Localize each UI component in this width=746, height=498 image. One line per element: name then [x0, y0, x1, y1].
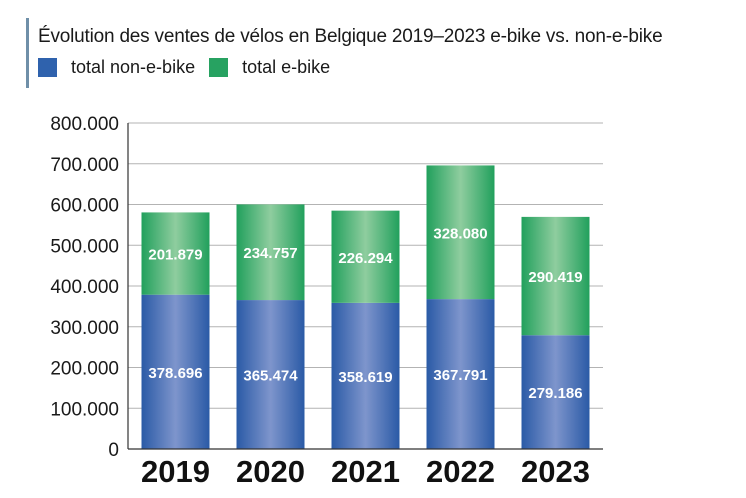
bar-ebike-2023: [521, 216, 590, 336]
legend-swatch-non-ebike: [38, 58, 57, 77]
x-tick-label: 2020: [236, 454, 305, 489]
x-tick-label: 2022: [426, 454, 495, 489]
data-label-ebike-2020: 234.757: [243, 245, 297, 262]
bar-ebike-2019: [141, 212, 210, 295]
x-tick-label: 2023: [521, 454, 590, 489]
data-label-ebike-2021: 226.294: [338, 250, 393, 267]
data-label-non-ebike-2020: 365.474: [243, 368, 298, 385]
y-tick-label: 500.000: [50, 236, 119, 257]
y-tick-label: 0: [108, 440, 119, 461]
bar-non-ebike-2019: [141, 294, 210, 449]
data-label-non-ebike-2023: 279.186: [528, 385, 582, 402]
y-tick-label: 800.000: [50, 114, 119, 135]
y-tick-label: 300.000: [50, 318, 119, 339]
y-tick-label: 600.000: [50, 196, 119, 217]
y-tick-label: 400.000: [50, 277, 119, 298]
data-label-ebike-2022: 328.080: [433, 225, 487, 242]
legend-swatch-ebike: [209, 58, 229, 77]
data-label-non-ebike-2021: 358.619: [338, 369, 392, 386]
bar-ebike-2022: [426, 165, 495, 300]
x-tick-label: 2019: [141, 454, 210, 489]
legend-item-ebike: total e-bike: [209, 57, 330, 78]
bar-non-ebike-2021: [331, 302, 400, 449]
data-label-non-ebike-2022: 367.791: [433, 367, 487, 384]
data-label-ebike-2023: 290.419: [528, 269, 582, 286]
title-accent-bar: [26, 18, 29, 88]
x-tick-label: 2021: [331, 454, 400, 489]
bar-non-ebike-2020: [236, 300, 305, 449]
legend-item-non-ebike: total non-e-bike: [38, 57, 195, 78]
legend: total non-e-bike total e-bike: [38, 57, 344, 78]
bar-ebike-2020: [236, 204, 305, 301]
bar-non-ebike-2022: [426, 299, 495, 449]
data-label-non-ebike-2019: 378.696: [148, 365, 202, 382]
bar-ebike-2021: [331, 210, 400, 303]
legend-label-non-ebike: total non-e-bike: [71, 57, 196, 77]
y-tick-label: 100.000: [50, 399, 119, 420]
chart-title: Évolution des ventes de vélos en Belgiqu…: [38, 26, 663, 47]
bar-non-ebike-2023: [521, 335, 590, 449]
y-tick-label: 700.000: [50, 155, 119, 176]
data-label-ebike-2019: 201.879: [148, 247, 202, 264]
y-tick-label: 200.000: [50, 359, 119, 380]
legend-label-ebike: total e-bike: [242, 57, 331, 77]
